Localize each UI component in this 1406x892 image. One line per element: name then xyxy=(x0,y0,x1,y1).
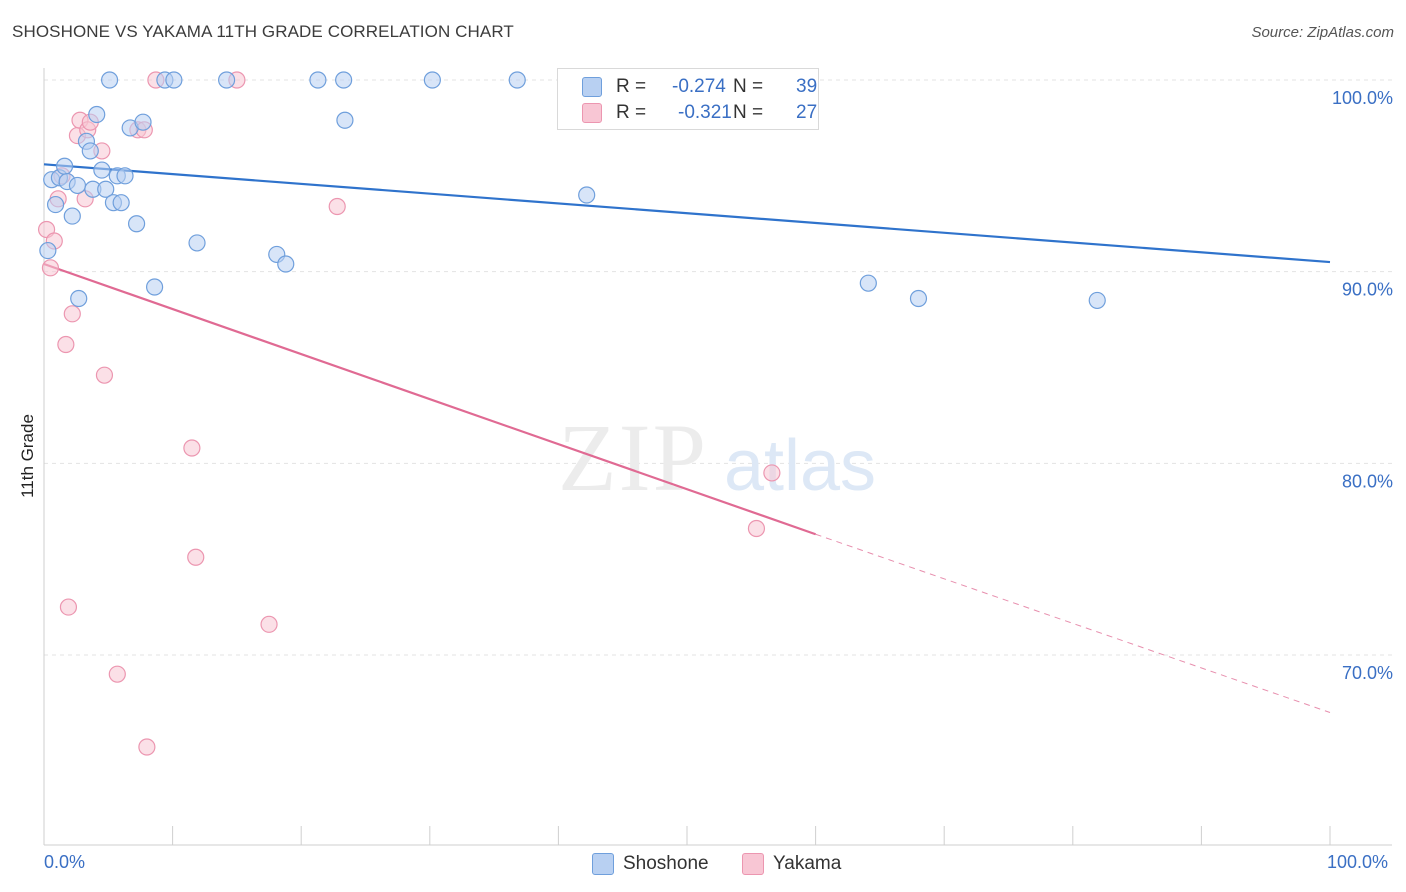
shoshone-point xyxy=(127,215,146,233)
shoshone-point xyxy=(145,278,164,296)
r-label: R = xyxy=(616,102,647,123)
yakama-point xyxy=(59,598,78,616)
y-tick-labels: 70.0% 80.0% 90.0% 100.0% xyxy=(1332,88,1393,683)
yakama-r-value: -0.321 xyxy=(678,102,732,123)
shoshone-point xyxy=(134,113,152,131)
shoshone-point xyxy=(909,289,928,308)
trend-lines xyxy=(43,163,1331,713)
shoshone-point xyxy=(859,274,877,292)
n-label: N = xyxy=(733,76,764,97)
yakama-trend-extension xyxy=(815,533,1331,713)
x-tick-label-min: 0.0% xyxy=(44,852,86,872)
yakama-legend-swatch xyxy=(742,853,764,875)
shoshone-point xyxy=(100,71,119,89)
yakama-point xyxy=(57,335,75,354)
shoshone-point xyxy=(55,157,74,175)
legend-yakama-label: Yakama xyxy=(773,853,842,874)
shoshone-point xyxy=(88,105,106,124)
shoshone-point xyxy=(188,234,206,252)
shoshone-point xyxy=(63,207,81,225)
shoshone-point xyxy=(81,142,99,160)
yakama-point xyxy=(328,197,346,216)
shoshone-point xyxy=(309,71,327,89)
axes xyxy=(43,68,1392,846)
shoshone-point xyxy=(93,161,111,179)
y-tick-label: 100.0% xyxy=(1332,88,1393,108)
y-tick-label: 90.0% xyxy=(1342,280,1393,300)
watermark-atlas: atlas xyxy=(724,426,876,506)
yakama-point xyxy=(183,439,201,457)
stats-legend: R = -0.274 N = 39 R = -0.321 N = 27 xyxy=(557,68,819,130)
shoshone-point xyxy=(277,255,295,273)
shoshone-point xyxy=(116,167,134,185)
shoshone-n-value: 39 xyxy=(796,76,818,97)
shoshone-point xyxy=(112,194,130,212)
shoshone-legend-swatch xyxy=(592,853,614,875)
yakama-trend-line xyxy=(43,262,816,536)
shoshone-point xyxy=(508,71,526,89)
yakama-point xyxy=(63,305,81,323)
shoshone-point xyxy=(165,71,183,89)
shoshone-point xyxy=(336,111,354,129)
legend-shoshone-label: Shoshone xyxy=(623,853,709,874)
yakama-point xyxy=(108,665,126,683)
yakama-point xyxy=(763,464,781,482)
shoshone-point xyxy=(423,71,441,89)
shoshone-point xyxy=(46,195,65,214)
chart-title: SHOSHONE VS YAKAMA 11TH GRADE CORRELATIO… xyxy=(12,22,514,41)
yakama-swatch xyxy=(582,103,602,123)
shoshone-point xyxy=(39,241,57,260)
shoshone-point xyxy=(1088,291,1106,310)
data-points xyxy=(37,71,1106,756)
r-label: R = xyxy=(616,76,647,97)
shoshone-point xyxy=(335,71,353,89)
shoshone-swatch xyxy=(582,77,602,97)
yakama-point xyxy=(41,259,60,277)
y-tick-label: 70.0% xyxy=(1342,663,1393,683)
yakama-point xyxy=(138,738,156,756)
shoshone-point xyxy=(70,289,88,308)
y-tick-label: 80.0% xyxy=(1342,471,1393,491)
n-label: N = xyxy=(733,102,764,123)
yakama-point xyxy=(747,519,766,538)
yakama-point xyxy=(95,366,114,384)
shoshone-r-value: -0.274 xyxy=(672,76,726,97)
grid-lines xyxy=(44,79,1392,656)
shoshone-point xyxy=(68,176,87,195)
shoshone-point xyxy=(218,71,236,89)
yakama-point xyxy=(187,548,205,566)
source-label: Source: ZipAtlas.com xyxy=(1251,24,1394,41)
x-tick-label-max: 100.0% xyxy=(1327,852,1389,872)
watermark: ZIP atlas xyxy=(558,404,876,511)
shoshone-point xyxy=(97,180,115,198)
yakama-point xyxy=(260,615,278,633)
yakama-n-value: 27 xyxy=(796,102,818,123)
watermark-zip: ZIP xyxy=(558,404,708,511)
shoshone-trend-line xyxy=(43,163,1331,264)
shoshone-point xyxy=(578,186,596,204)
